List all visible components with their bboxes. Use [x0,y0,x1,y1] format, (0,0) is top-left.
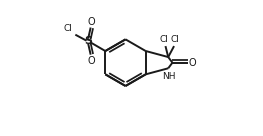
Text: O: O [88,56,95,66]
Text: O: O [188,58,196,68]
Text: O: O [88,17,95,27]
Text: Cl: Cl [63,24,72,33]
Text: Cl: Cl [170,35,179,44]
Text: Cl: Cl [159,35,168,44]
Text: S: S [84,36,92,46]
Text: NH: NH [163,72,176,81]
